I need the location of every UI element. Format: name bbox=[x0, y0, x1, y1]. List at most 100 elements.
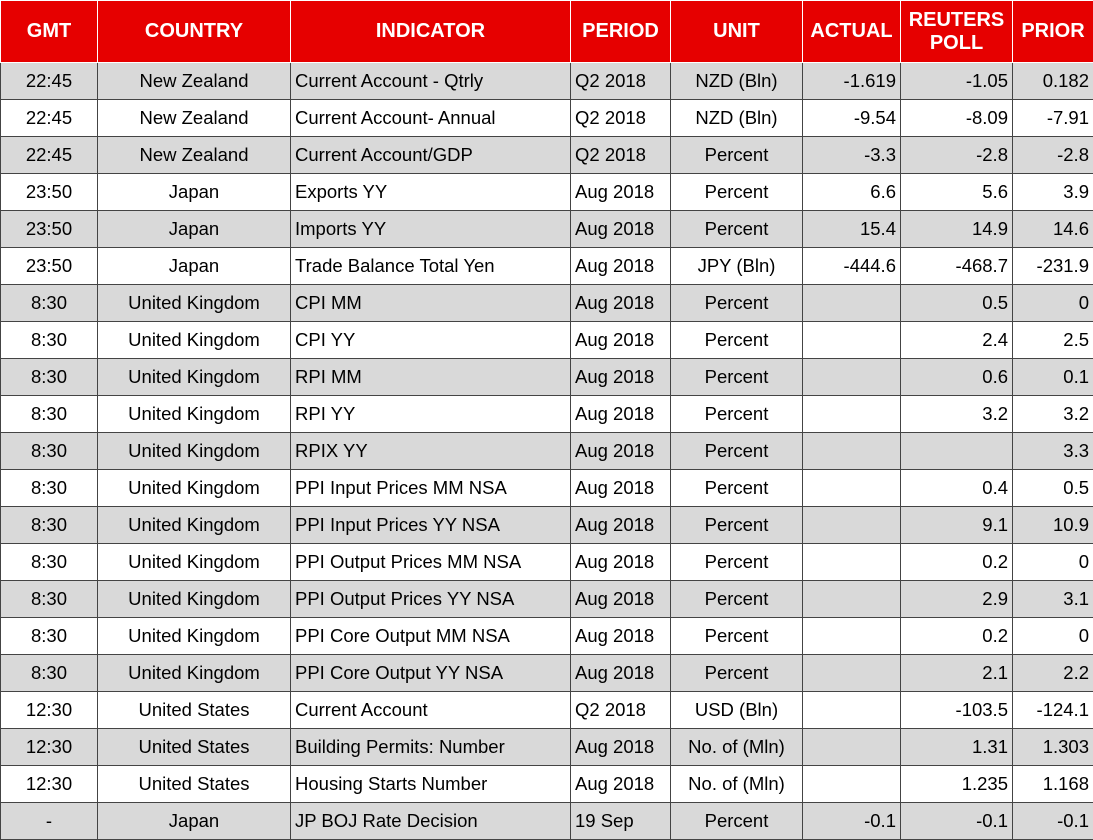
table-cell: -3.3 bbox=[803, 137, 901, 174]
table-cell: RPIX YY bbox=[291, 433, 571, 470]
table-cell bbox=[803, 396, 901, 433]
table-cell: PPI Input Prices YY NSA bbox=[291, 507, 571, 544]
header-cell: ACTUAL bbox=[803, 1, 901, 63]
table-cell: 8:30 bbox=[1, 396, 98, 433]
table-cell: -444.6 bbox=[803, 248, 901, 285]
table-cell: 0 bbox=[1013, 544, 1093, 581]
table-cell: United Kingdom bbox=[98, 433, 291, 470]
table-cell: Percent bbox=[671, 507, 803, 544]
table-cell: 3.2 bbox=[1013, 396, 1093, 433]
table-cell: United Kingdom bbox=[98, 470, 291, 507]
table-cell: 0.4 bbox=[901, 470, 1013, 507]
table-cell: CPI MM bbox=[291, 285, 571, 322]
table-cell: Percent bbox=[671, 655, 803, 692]
table-cell: 2.5 bbox=[1013, 322, 1093, 359]
table-cell: Aug 2018 bbox=[571, 359, 671, 396]
table-cell: Percent bbox=[671, 211, 803, 248]
table-cell: Percent bbox=[671, 137, 803, 174]
table-cell: USD (Bln) bbox=[671, 692, 803, 729]
table-cell: Aug 2018 bbox=[571, 544, 671, 581]
table-cell: Aug 2018 bbox=[571, 507, 671, 544]
table-cell bbox=[803, 655, 901, 692]
table-cell: Percent bbox=[671, 322, 803, 359]
table-cell: -1.05 bbox=[901, 63, 1013, 100]
table-cell: Japan bbox=[98, 174, 291, 211]
table-cell: 1.235 bbox=[901, 766, 1013, 803]
table-cell: 2.1 bbox=[901, 655, 1013, 692]
table-cell: 8:30 bbox=[1, 285, 98, 322]
table-cell bbox=[803, 581, 901, 618]
table-cell: Trade Balance Total Yen bbox=[291, 248, 571, 285]
table-cell: 8:30 bbox=[1, 655, 98, 692]
table-cell: JPY (Bln) bbox=[671, 248, 803, 285]
table-cell bbox=[803, 618, 901, 655]
table-cell: Aug 2018 bbox=[571, 174, 671, 211]
table-cell: Q2 2018 bbox=[571, 692, 671, 729]
table-cell: 12:30 bbox=[1, 766, 98, 803]
table-cell: Japan bbox=[98, 803, 291, 840]
table-cell: Aug 2018 bbox=[571, 396, 671, 433]
table-cell: 14.6 bbox=[1013, 211, 1093, 248]
table-cell: 22:45 bbox=[1, 137, 98, 174]
table-cell: 8:30 bbox=[1, 433, 98, 470]
table-cell: United Kingdom bbox=[98, 285, 291, 322]
table-cell: 10.9 bbox=[1013, 507, 1093, 544]
table-cell: 0.182 bbox=[1013, 63, 1093, 100]
table-cell: Percent bbox=[671, 581, 803, 618]
table-cell: Exports YY bbox=[291, 174, 571, 211]
table-cell: -124.1 bbox=[1013, 692, 1093, 729]
table-cell bbox=[803, 507, 901, 544]
table-cell bbox=[803, 544, 901, 581]
table-cell: Percent bbox=[671, 544, 803, 581]
table-cell: New Zealand bbox=[98, 100, 291, 137]
table-cell: RPI MM bbox=[291, 359, 571, 396]
table-cell: United Kingdom bbox=[98, 544, 291, 581]
table-cell: United Kingdom bbox=[98, 359, 291, 396]
table-cell: -0.1 bbox=[1013, 803, 1093, 840]
table-cell: NZD (Bln) bbox=[671, 63, 803, 100]
header-cell: PRIOR bbox=[1013, 1, 1093, 63]
table-cell bbox=[901, 433, 1013, 470]
table-cell: 0.2 bbox=[901, 618, 1013, 655]
table-cell: United Kingdom bbox=[98, 618, 291, 655]
table-cell: NZD (Bln) bbox=[671, 100, 803, 137]
table-cell: -0.1 bbox=[901, 803, 1013, 840]
table-cell: Current Account bbox=[291, 692, 571, 729]
table-cell: Percent bbox=[671, 618, 803, 655]
table-cell: United Kingdom bbox=[98, 655, 291, 692]
table-cell: Aug 2018 bbox=[571, 618, 671, 655]
table-cell: 23:50 bbox=[1, 248, 98, 285]
table-cell: -9.54 bbox=[803, 100, 901, 137]
table-cell: 19 Sep bbox=[571, 803, 671, 840]
table-cell: 3.9 bbox=[1013, 174, 1093, 211]
table-cell: 0.2 bbox=[901, 544, 1013, 581]
table-cell: Percent bbox=[671, 803, 803, 840]
table-cell: 2.9 bbox=[901, 581, 1013, 618]
table-cell: Percent bbox=[671, 359, 803, 396]
table-cell: 6.6 bbox=[803, 174, 901, 211]
header-cell: PERIOD bbox=[571, 1, 671, 63]
table-cell: 0 bbox=[1013, 618, 1093, 655]
table-cell: Percent bbox=[671, 433, 803, 470]
table-cell: Aug 2018 bbox=[571, 729, 671, 766]
header-cell: GMT bbox=[1, 1, 98, 63]
table-cell: Aug 2018 bbox=[571, 211, 671, 248]
table-cell: United Kingdom bbox=[98, 581, 291, 618]
table-cell: PPI Output Prices YY NSA bbox=[291, 581, 571, 618]
table-cell: Aug 2018 bbox=[571, 433, 671, 470]
table-cell: 23:50 bbox=[1, 211, 98, 248]
table-cell: United States bbox=[98, 729, 291, 766]
